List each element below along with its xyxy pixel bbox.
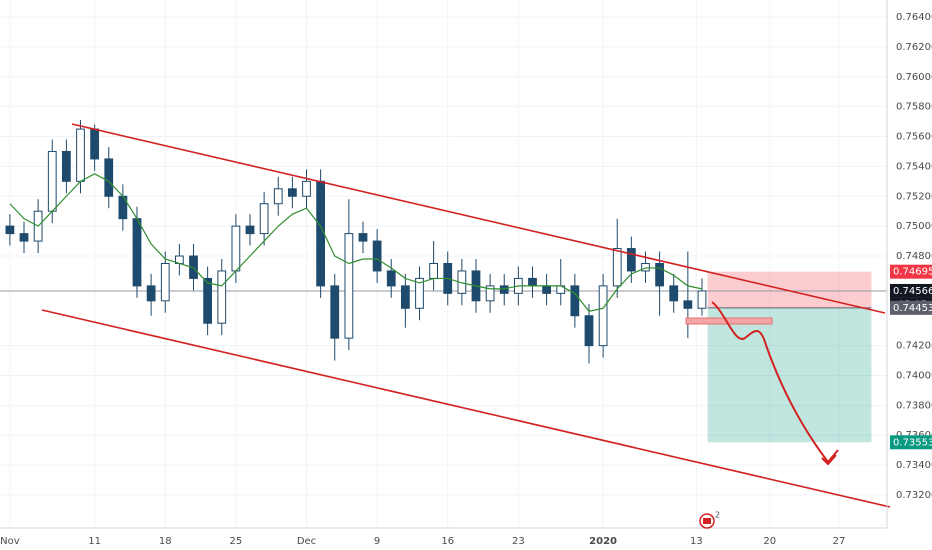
candle-body	[542, 285, 551, 294]
candle-body	[386, 270, 396, 287]
x-tick-label: 18	[159, 536, 172, 547]
candle-body	[316, 180, 326, 287]
candle-body	[259, 203, 269, 235]
candle-body	[47, 150, 57, 212]
moving-average	[9, 173, 703, 312]
channel-upper	[71, 123, 886, 314]
candle-body	[612, 248, 622, 287]
candle-body	[626, 248, 636, 272]
candle-body	[528, 277, 537, 287]
candle-body	[683, 300, 693, 309]
candle-body	[231, 225, 241, 272]
candle-body	[146, 285, 156, 302]
candle-body	[287, 188, 297, 197]
zone-box	[685, 317, 773, 325]
x-tick-label: 9	[374, 536, 380, 547]
position-tool	[707, 271, 872, 443]
x-tick-label: 25	[230, 536, 243, 547]
channel-lower	[41, 309, 891, 508]
candle-body	[217, 270, 227, 324]
x-tick-label: 16	[441, 536, 454, 547]
x-tick-label: Dec	[297, 536, 316, 547]
projection-arrow	[711, 301, 839, 464]
candle-body	[598, 285, 608, 347]
x-tick-label: 20	[763, 536, 776, 547]
candle-body	[245, 225, 255, 235]
candle-body	[499, 285, 509, 294]
drawings	[41, 123, 891, 508]
candle-body	[641, 262, 650, 272]
event-flag: 2	[699, 511, 720, 529]
entry-label: 0.74453	[893, 303, 932, 314]
target-label-box	[890, 435, 932, 450]
candle-body	[655, 262, 664, 287]
stop-label: 0.74695	[893, 267, 932, 278]
candle-body	[104, 158, 114, 197]
stop-label-box	[890, 264, 932, 279]
candle-body	[5, 225, 15, 235]
target-label: 0.73553	[893, 437, 932, 448]
candle-body	[90, 128, 100, 160]
y-tick-label: 0.73200	[896, 490, 932, 501]
x-tick-label: 11	[88, 536, 101, 547]
candle-body	[358, 233, 368, 242]
x-tick-label: Nov	[0, 536, 20, 547]
last-price-label: 0.74566	[893, 286, 932, 297]
candle-body	[330, 285, 340, 339]
candle-body	[61, 150, 71, 182]
event-badge: 2	[715, 511, 720, 520]
arrow-head	[821, 454, 837, 466]
candles	[5, 120, 707, 364]
candle-body	[19, 233, 29, 242]
candle-body	[344, 233, 354, 339]
x-tick-label: 13	[690, 536, 703, 547]
candle-body	[669, 285, 679, 302]
candle-body	[203, 277, 213, 324]
target-zone	[707, 307, 872, 443]
candle-body	[697, 290, 707, 309]
x-tick-label: 27	[833, 536, 846, 547]
x-tick-label: 23	[512, 536, 525, 547]
candle-body	[273, 188, 283, 205]
candle-body	[132, 218, 142, 287]
candle-body	[485, 285, 495, 302]
candle-body	[302, 180, 311, 197]
candle-body	[584, 315, 594, 347]
candle-body	[570, 285, 580, 317]
candle-body	[400, 285, 410, 309]
candle-body	[415, 277, 424, 309]
candle-body	[372, 240, 382, 272]
last-price-label-box	[890, 283, 932, 298]
flag-body	[703, 518, 711, 524]
entry-label-box	[890, 300, 932, 315]
candle-body	[76, 128, 85, 182]
x-tick-label: 2020	[589, 536, 617, 547]
candle-body	[160, 262, 170, 302]
candle-body	[429, 262, 438, 279]
